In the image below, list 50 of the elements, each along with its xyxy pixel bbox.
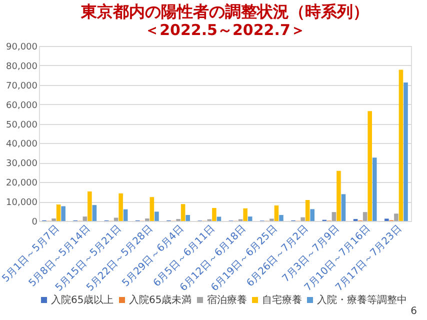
y-tick-label: 50,000 xyxy=(6,120,38,130)
bar xyxy=(243,208,248,221)
y-tick-label: 10,000 xyxy=(6,198,38,208)
bar xyxy=(118,193,123,221)
bar xyxy=(212,208,216,221)
legend-label: 入院・療養等調整中 xyxy=(317,294,407,306)
bar xyxy=(305,200,310,221)
y-tick-label: 90,000 xyxy=(6,42,38,52)
bar xyxy=(61,206,66,221)
bar xyxy=(154,212,159,221)
bar xyxy=(216,216,222,221)
bar xyxy=(310,209,314,221)
bar xyxy=(398,70,404,221)
bar xyxy=(88,191,92,221)
legend-label: 入院65歳以上 xyxy=(51,294,114,306)
chart-subtitle: ＜2022.5～2022.7＞ xyxy=(144,21,306,39)
bar xyxy=(404,82,408,221)
bar xyxy=(145,218,150,221)
y-tick-label: 20,000 xyxy=(6,178,38,189)
legend-label: 入院65歳未満 xyxy=(129,294,192,306)
bar xyxy=(186,214,190,221)
bar xyxy=(332,212,336,221)
legend-label: 自宅療養 xyxy=(262,294,302,306)
chart-title: 東京都内の陽性者の調整状況（時系列） xyxy=(80,2,369,21)
bar xyxy=(362,212,368,221)
text: 6 xyxy=(410,306,417,317)
bar xyxy=(341,194,346,221)
legend-label: 宿泊療養 xyxy=(207,294,247,306)
bar xyxy=(56,204,61,221)
y-tick-label: 80,000 xyxy=(6,62,38,72)
bar xyxy=(248,216,252,221)
bar xyxy=(114,218,118,221)
bar xyxy=(368,111,372,221)
y-tick-label: 0 xyxy=(32,218,38,228)
y-tick-label: 70,000 xyxy=(6,81,38,92)
y-tick-label: 40,000 xyxy=(6,140,38,150)
bar xyxy=(394,214,398,221)
bar xyxy=(150,197,154,221)
bar xyxy=(180,204,186,221)
bar xyxy=(274,205,279,221)
bar xyxy=(92,205,97,221)
bar xyxy=(336,170,341,221)
bar xyxy=(300,217,305,221)
bar xyxy=(52,218,56,221)
bar xyxy=(123,209,128,221)
bar xyxy=(82,216,88,221)
bar xyxy=(372,158,377,221)
bar xyxy=(279,214,284,221)
y-tick-label: 30,000 xyxy=(6,159,38,170)
y-tick-label: 60,000 xyxy=(6,100,38,111)
